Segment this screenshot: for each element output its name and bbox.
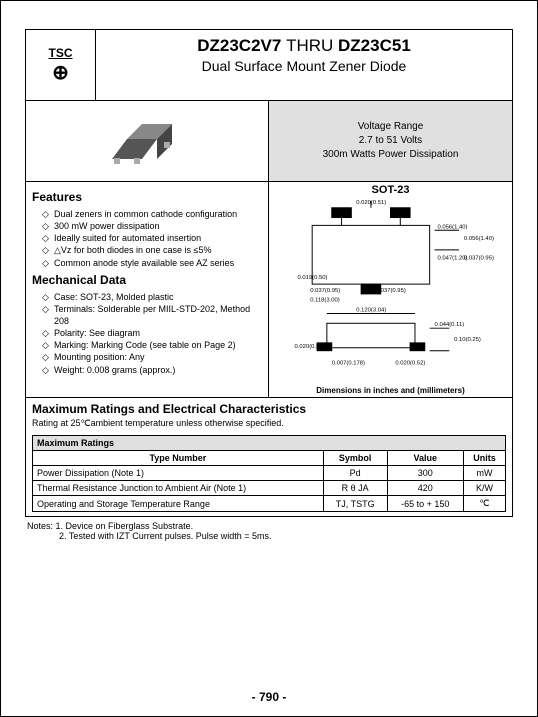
product-image-cell <box>26 101 269 181</box>
table-row: Power Dissipation (Note 1) Pd 300 mW <box>33 466 506 481</box>
list-item: Case: SOT-23, Molded plastic <box>42 291 262 303</box>
voltage-line1: 2.7 to 51 Volts <box>269 134 512 148</box>
svg-text:0.120(3.04): 0.120(3.04) <box>356 308 386 314</box>
page-number: - 790 - <box>1 690 537 704</box>
features-cell: Features Dual zeners in common cathode c… <box>26 182 269 397</box>
svg-text:0.037(0.95): 0.037(0.95) <box>310 288 340 294</box>
list-item: Terminals: Solderable per MIIL-STD-202, … <box>42 303 262 327</box>
features-list: Dual zeners in common cathode configurat… <box>32 208 262 269</box>
package-name: SOT-23 <box>273 184 508 196</box>
list-item: Mounting position: Any <box>42 351 262 363</box>
mech-list: Case: SOT-23, Molded plastic Terminals: … <box>32 291 262 376</box>
max-ratings-section: Maximum Ratings and Electrical Character… <box>26 398 512 516</box>
voltage-heading: Voltage Range <box>269 120 512 134</box>
voltage-range-cell: Voltage Range 2.7 to 51 Volts 300m Watts… <box>269 101 512 181</box>
svg-text:0.020(0.51): 0.020(0.51) <box>356 200 386 206</box>
cell: 300 <box>387 466 463 481</box>
list-item: Weight: 0.008 grams (approx.) <box>42 364 262 376</box>
svg-text:0.056(1.40): 0.056(1.40) <box>437 224 467 230</box>
svg-text:0.10(0.25): 0.10(0.25) <box>454 337 481 343</box>
title-sub: Dual Surface Mount Zener Diode <box>96 58 512 74</box>
cell: K/W <box>463 481 505 496</box>
mech-heading: Mechanical Data <box>32 273 262 287</box>
product-image-icon <box>102 114 192 169</box>
title-line: DZ23C2V7 THRU DZ23C51 <box>96 36 512 56</box>
cell: ℃ <box>463 496 505 512</box>
list-item: Marking: Marking Code (see table on Page… <box>42 339 262 351</box>
title-mid: THRU <box>286 36 333 55</box>
logo-cell: TSC ⊕ <box>26 30 96 100</box>
features-heading: Features <box>32 190 262 204</box>
cell: Operating and Storage Temperature Range <box>33 496 324 512</box>
cell: TJ, TSTG <box>323 496 387 512</box>
voltage-line2: 300m Watts Power Dissipation <box>269 148 512 162</box>
svg-text:0.020(0.52): 0.020(0.52) <box>295 344 325 350</box>
col-value: Value <box>387 451 463 466</box>
note-2: 2. Tested with IZT Current pulses. Pulse… <box>27 531 513 541</box>
title-right: DZ23C51 <box>338 36 411 55</box>
cell: 420 <box>387 481 463 496</box>
svg-text:0.118(3.00): 0.118(3.00) <box>310 298 340 304</box>
table-header-bar: Maximum Ratings <box>33 436 506 451</box>
list-item: Ideally suited for automated insertion <box>42 232 262 244</box>
svg-text:0.037(0.95): 0.037(0.95) <box>376 288 406 294</box>
list-item: 300 mW power dissipation <box>42 220 262 232</box>
package-drawing-icon: 0.020(0.51) 0.056(1.40) 0.056(1.40) 0.04… <box>273 196 508 382</box>
list-item: Polarity: See diagram <box>42 327 262 339</box>
list-item: △Vz for both diodes in one case is ≤5% <box>42 244 262 256</box>
svg-text:0.037(0.95): 0.037(0.95) <box>464 256 494 262</box>
svg-text:0.020(0.52): 0.020(0.52) <box>395 360 425 366</box>
note-1: Notes: 1. Device on Fiberglass Substrate… <box>27 521 513 531</box>
svg-text:0.019(0.50): 0.019(0.50) <box>297 275 327 281</box>
cell: Pd <box>323 466 387 481</box>
col-type: Type Number <box>33 451 324 466</box>
cell: -65 to + 150 <box>387 496 463 512</box>
package-cell: SOT-23 0.020(0.51) <box>269 182 512 397</box>
table-row: Operating and Storage Temperature Range … <box>33 496 506 512</box>
cell: mW <box>463 466 505 481</box>
logo-icon: ⊕ <box>52 60 69 85</box>
list-item: Common anode style available see AZ seri… <box>42 257 262 269</box>
logo-text: TSC <box>49 46 73 60</box>
table-row: Thermal Resistance Junction to Ambient A… <box>33 481 506 496</box>
title-left: DZ23C2V7 <box>197 36 281 55</box>
dim-note: Dimensions in inches and (millimeters) <box>273 386 508 395</box>
svg-text:0.044(0.11): 0.044(0.11) <box>435 322 465 328</box>
col-symbol: Symbol <box>323 451 387 466</box>
max-heading: Maximum Ratings and Electrical Character… <box>32 402 506 416</box>
ratings-table: Maximum Ratings Type Number Symbol Value… <box>32 435 506 512</box>
max-sub: Rating at 25℃ambient temperature unless … <box>32 418 506 429</box>
cell: Thermal Resistance Junction to Ambient A… <box>33 481 324 496</box>
svg-text:0.007(0.178): 0.007(0.178) <box>332 360 365 366</box>
cell: R θ JA <box>323 481 387 496</box>
col-units: Units <box>463 451 505 466</box>
cell: Power Dissipation (Note 1) <box>33 466 324 481</box>
notes: Notes: 1. Device on Fiberglass Substrate… <box>25 521 513 541</box>
svg-text:0.056(1.40): 0.056(1.40) <box>464 236 494 242</box>
title-cell: DZ23C2V7 THRU DZ23C51 Dual Surface Mount… <box>96 30 512 100</box>
list-item: Dual zeners in common cathode configurat… <box>42 208 262 220</box>
